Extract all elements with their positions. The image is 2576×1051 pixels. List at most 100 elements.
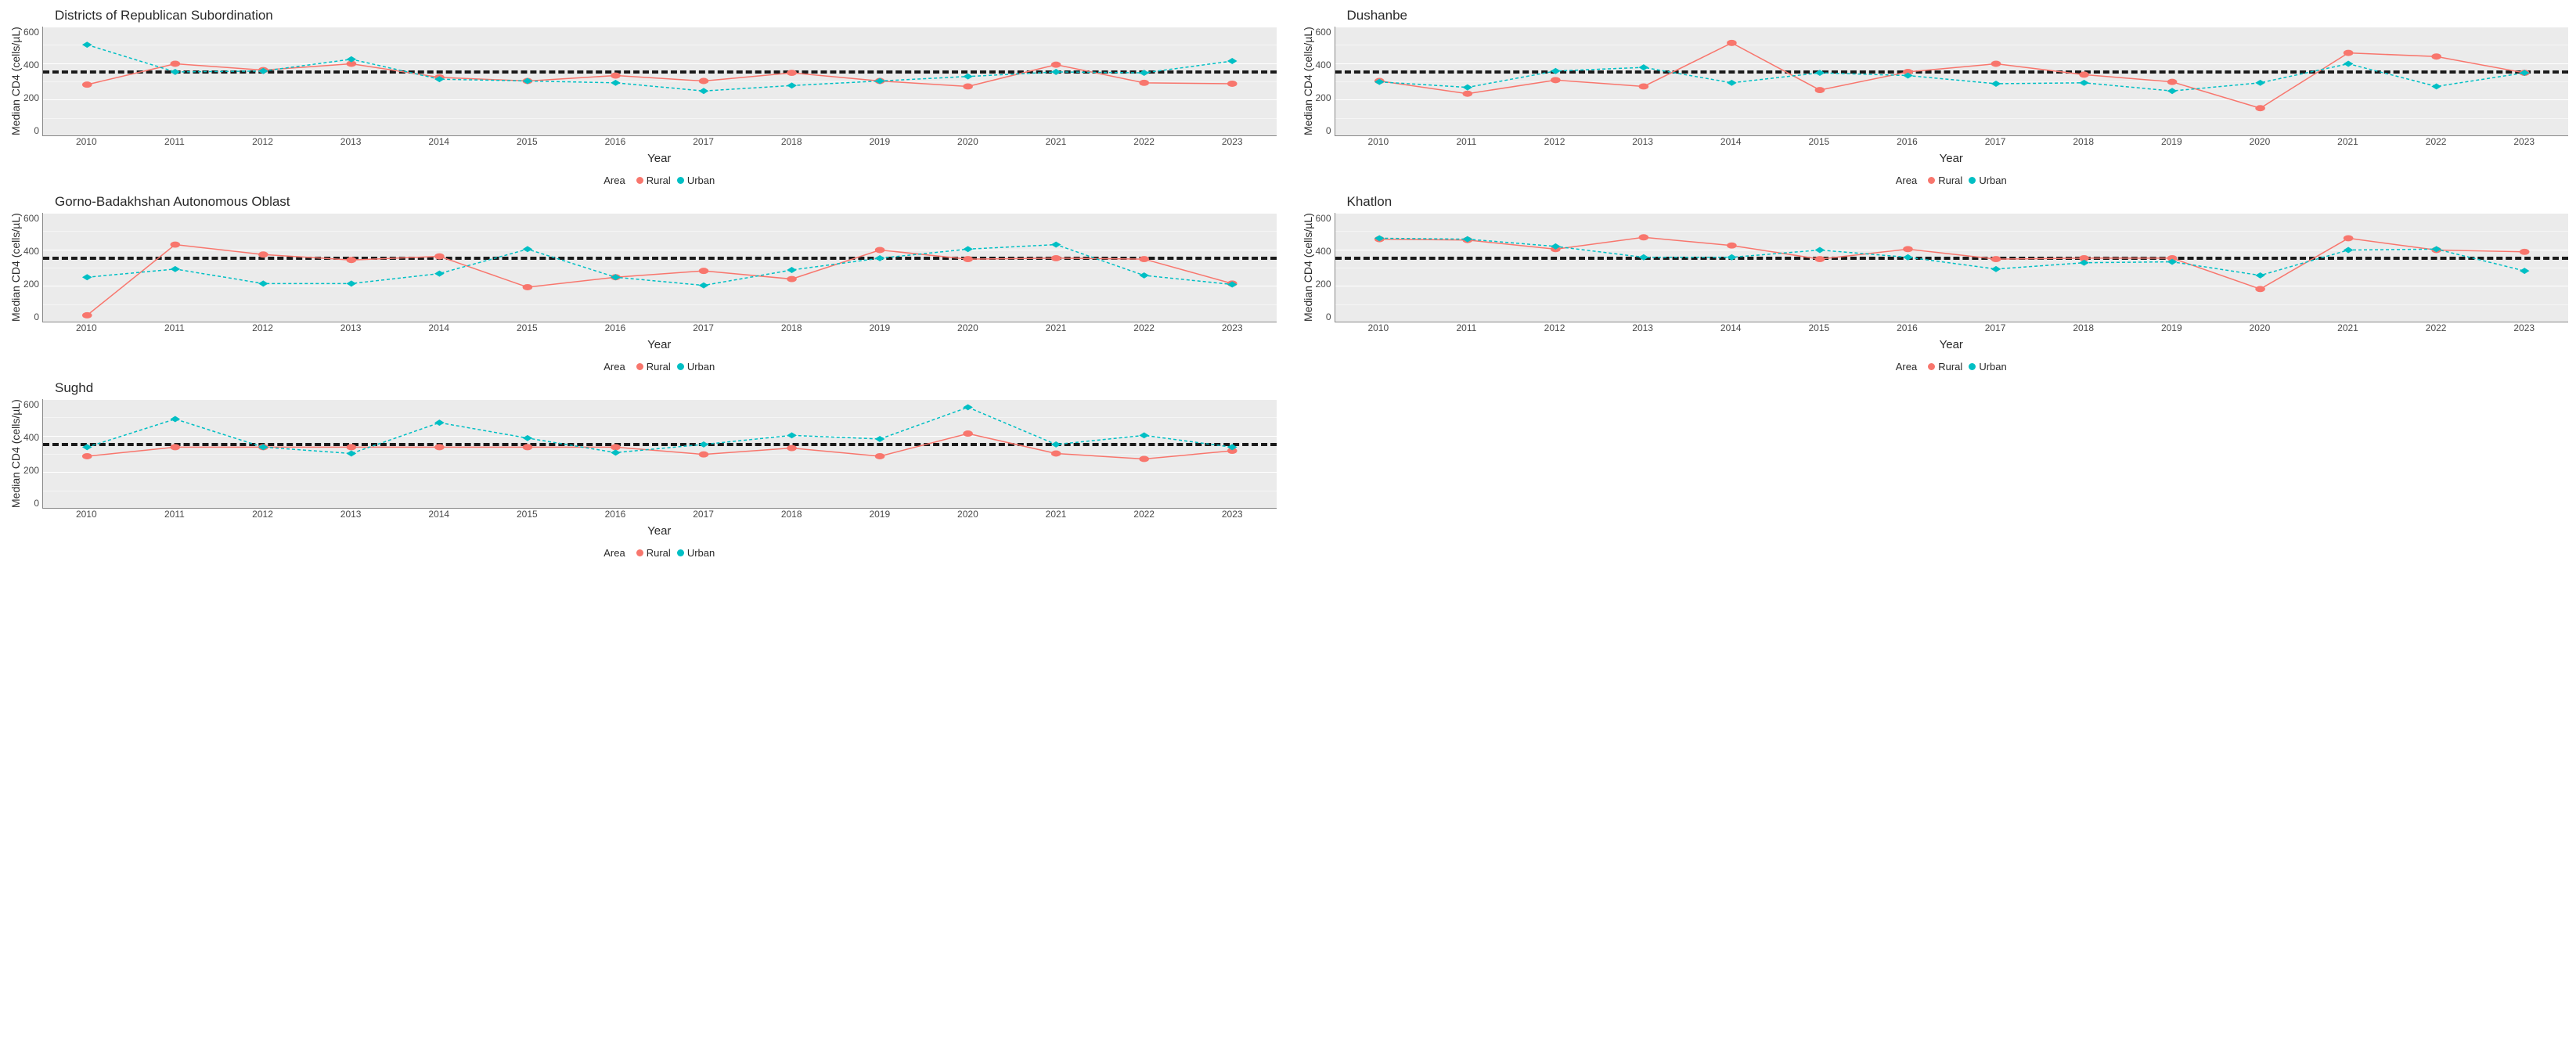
data-point bbox=[699, 268, 709, 274]
y-tick: 0 bbox=[1326, 125, 1331, 136]
x-tick: 2018 bbox=[748, 322, 836, 337]
data-point bbox=[963, 83, 973, 89]
y-tick: 0 bbox=[34, 498, 39, 509]
x-axis-ticks: 2010201120122013201420152016201720182019… bbox=[42, 136, 1277, 150]
data-point bbox=[963, 256, 973, 262]
data-point bbox=[1227, 58, 1238, 64]
x-axis-ticks: 2010201120122013201420152016201720182019… bbox=[1335, 322, 2569, 337]
data-point bbox=[1139, 70, 1149, 76]
data-point bbox=[171, 444, 181, 450]
y-tick: 0 bbox=[34, 311, 39, 322]
data-point bbox=[2167, 79, 2177, 85]
data-point bbox=[2079, 71, 2089, 77]
y-tick: 600 bbox=[1316, 213, 1331, 224]
chart-grid: Districts of Republican SubordinationMed… bbox=[8, 8, 2568, 559]
legend-swatch bbox=[1967, 175, 1977, 185]
legend-label: Urban bbox=[687, 361, 715, 373]
data-point bbox=[1139, 432, 1149, 438]
data-point bbox=[1638, 64, 1648, 70]
data-point bbox=[611, 449, 621, 455]
data-point bbox=[699, 78, 709, 85]
data-point bbox=[82, 274, 92, 280]
data-point bbox=[1814, 87, 1825, 93]
legend-title: Area bbox=[603, 361, 625, 373]
legend-swatch bbox=[676, 175, 686, 185]
legend-title: Area bbox=[1896, 361, 1917, 373]
x-tick: 2016 bbox=[1863, 136, 1951, 150]
y-tick: 200 bbox=[1316, 92, 1331, 103]
x-tick: 2019 bbox=[2127, 136, 2216, 150]
data-point bbox=[2255, 80, 2265, 86]
data-point bbox=[699, 283, 709, 289]
legend-label: Urban bbox=[1979, 175, 2006, 186]
x-tick: 2022 bbox=[1100, 322, 1188, 337]
legend-item: Urban bbox=[1969, 175, 2006, 186]
y-axis-label: Median CD4 (cells/µL) bbox=[8, 27, 23, 136]
data-point bbox=[523, 444, 533, 450]
y-tick: 0 bbox=[1326, 311, 1331, 322]
x-tick: 2011 bbox=[131, 509, 219, 523]
series-line-rural bbox=[1379, 237, 2524, 289]
data-point bbox=[2343, 50, 2353, 56]
x-axis-label: Year bbox=[42, 338, 1277, 351]
x-tick: 2010 bbox=[1335, 322, 1423, 337]
x-tick: 2016 bbox=[571, 322, 660, 337]
data-point bbox=[787, 82, 797, 88]
data-point bbox=[2431, 53, 2441, 59]
data-point bbox=[258, 251, 268, 257]
data-point bbox=[347, 451, 357, 457]
plot-area bbox=[42, 27, 1276, 136]
x-tick: 2011 bbox=[131, 136, 219, 150]
data-point bbox=[1991, 266, 2001, 272]
legend-swatch bbox=[636, 549, 643, 556]
legend-item: Rural bbox=[1928, 175, 1962, 186]
data-point bbox=[171, 266, 181, 272]
data-point bbox=[1727, 40, 1737, 46]
x-tick: 2014 bbox=[395, 322, 483, 337]
x-axis-ticks: 2010201120122013201420152016201720182019… bbox=[1335, 136, 2569, 150]
x-tick: 2019 bbox=[2127, 322, 2216, 337]
data-point bbox=[2519, 268, 2529, 274]
data-point bbox=[434, 254, 445, 260]
data-point bbox=[171, 69, 181, 75]
x-tick: 2015 bbox=[1775, 322, 1864, 337]
data-point bbox=[2255, 105, 2265, 111]
data-point bbox=[2167, 88, 2177, 94]
x-tick: 2010 bbox=[42, 322, 131, 337]
legend-swatch bbox=[676, 548, 686, 558]
data-point bbox=[523, 284, 533, 290]
x-tick: 2019 bbox=[835, 136, 924, 150]
data-point bbox=[1051, 441, 1061, 448]
y-axis-ticks: 6004002000 bbox=[1316, 27, 1335, 136]
y-tick: 600 bbox=[1316, 27, 1331, 38]
y-tick: 0 bbox=[34, 125, 39, 136]
data-point bbox=[699, 88, 709, 94]
x-axis-ticks: 2010201120122013201420152016201720182019… bbox=[42, 509, 1277, 523]
x-tick: 2017 bbox=[1951, 136, 2040, 150]
data-point bbox=[171, 416, 181, 423]
data-point bbox=[787, 432, 797, 438]
x-tick: 2015 bbox=[483, 136, 571, 150]
y-tick: 400 bbox=[23, 246, 39, 257]
data-point bbox=[1051, 69, 1061, 75]
data-point bbox=[2079, 80, 2089, 86]
data-point bbox=[523, 246, 533, 252]
data-point bbox=[1139, 80, 1149, 86]
x-tick: 2015 bbox=[1775, 136, 1864, 150]
data-point bbox=[2343, 247, 2353, 254]
y-axis-ticks: 6004002000 bbox=[23, 399, 42, 509]
x-tick: 2010 bbox=[42, 509, 131, 523]
data-point bbox=[1727, 80, 1737, 86]
x-axis-label: Year bbox=[42, 524, 1277, 538]
panel-title: Dushanbe bbox=[1347, 8, 2569, 23]
legend-item: Urban bbox=[1969, 361, 2006, 373]
legend-item: Rural bbox=[636, 175, 671, 186]
data-point bbox=[1638, 234, 1648, 240]
legend-swatch bbox=[1928, 177, 1935, 184]
x-tick: 2023 bbox=[2480, 322, 2568, 337]
y-tick: 600 bbox=[23, 27, 39, 38]
legend-title: Area bbox=[1896, 175, 1917, 186]
data-point bbox=[2343, 235, 2353, 241]
legend: AreaRuralUrban bbox=[1335, 361, 2569, 373]
y-tick: 600 bbox=[23, 213, 39, 224]
